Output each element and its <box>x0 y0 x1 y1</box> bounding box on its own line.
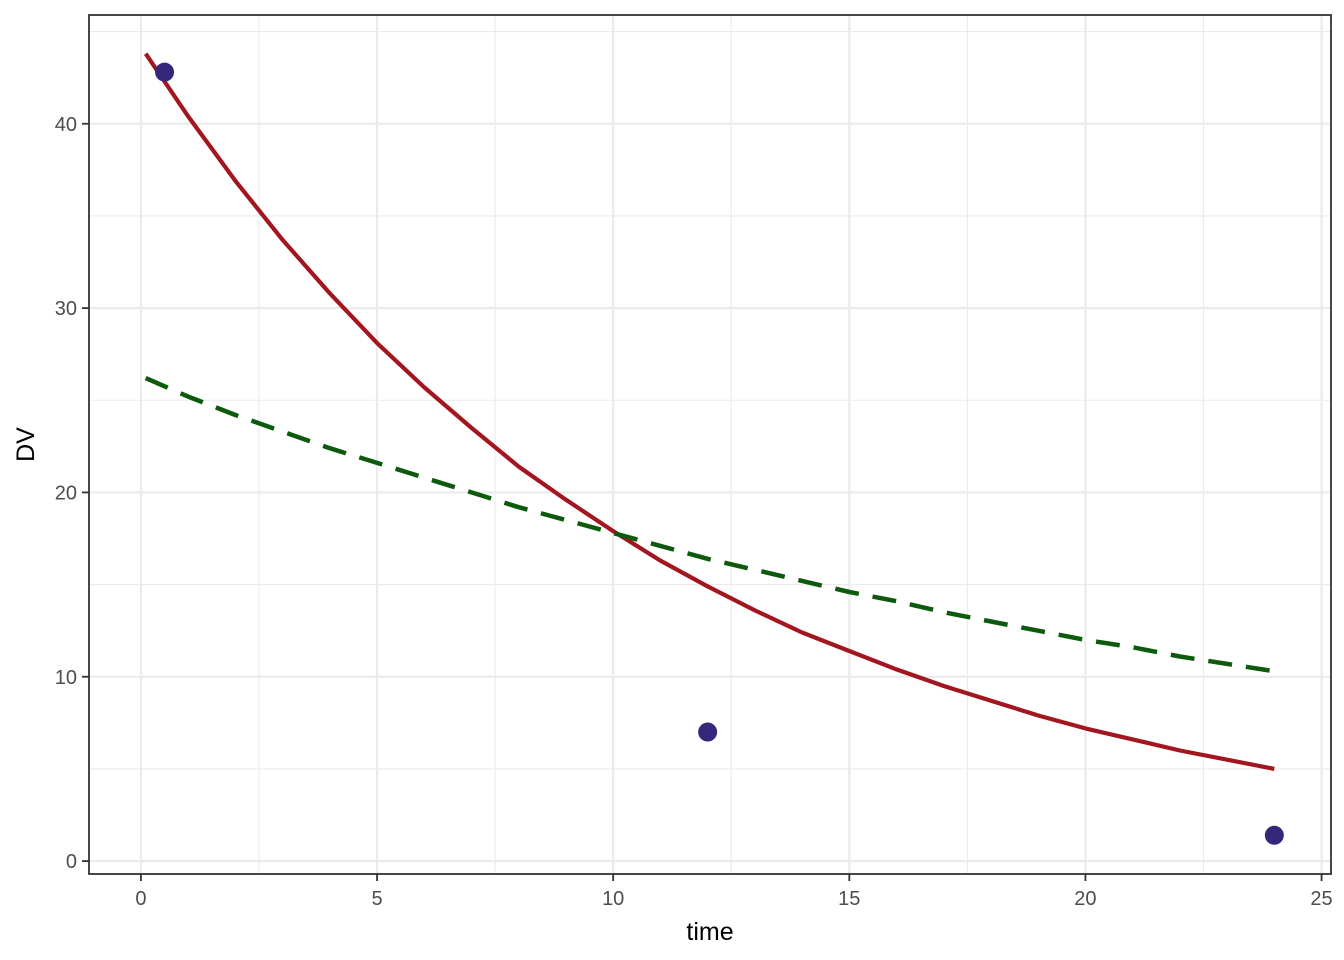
data-points <box>155 62 1284 845</box>
x-tick-label: 20 <box>1074 888 1096 910</box>
y-axis: 0 10 20 30 40 <box>55 114 89 873</box>
data-point <box>155 62 175 82</box>
x-tick-label: 5 <box>372 888 383 910</box>
data-point <box>698 722 718 742</box>
y-tick-label: 20 <box>55 482 77 504</box>
solid-series-line <box>143 52 1275 771</box>
dashed-series-line <box>144 376 1275 674</box>
x-tick-label: 25 <box>1310 888 1332 910</box>
x-axis-title: time <box>686 918 733 946</box>
minor-gridlines <box>89 15 1331 874</box>
y-tick-label: 10 <box>55 667 77 689</box>
data-point <box>1264 825 1284 845</box>
x-tick-label: 15 <box>838 888 860 910</box>
series-lines <box>143 52 1275 771</box>
y-axis-title: DV <box>12 427 40 462</box>
y-tick-label: 0 <box>66 851 77 873</box>
x-tick-label: 10 <box>602 888 624 910</box>
panel-border <box>88 14 1332 875</box>
x-axis: 0 5 10 15 20 25 <box>135 874 1333 910</box>
y-tick-label: 30 <box>55 298 77 320</box>
major-gridlines <box>89 15 1331 874</box>
y-tick-label: 40 <box>55 114 77 136</box>
x-tick-label: 0 <box>135 888 146 910</box>
